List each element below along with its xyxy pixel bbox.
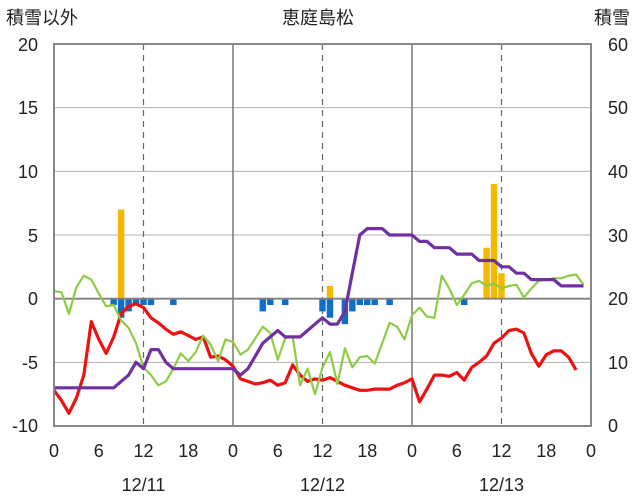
snow_diff-bar — [386, 298, 393, 306]
x-tick: 18 — [178, 441, 198, 461]
snow_diff-bar — [117, 298, 125, 318]
x-ticks: 0 6 12 18 0 6 12 18 0 6 12 18 0 — [49, 441, 596, 461]
x-tick: 6 — [94, 441, 104, 461]
plot-frame — [53, 43, 592, 427]
snow_diff-bar — [371, 298, 378, 306]
x-tick: 0 — [407, 441, 417, 461]
right-y-tick: 0 — [608, 416, 618, 436]
right-y-tick: 50 — [608, 98, 628, 118]
x-tick: 0 — [586, 441, 596, 461]
left-y-tick: 0 — [28, 289, 38, 309]
right-y-ticks: 60 50 40 30 20 10 0 — [608, 35, 628, 436]
right-y-tick: 60 — [608, 35, 628, 55]
snow_diff-bar — [110, 298, 117, 306]
snow_diff-bar — [170, 298, 177, 306]
precipitation-bar — [326, 285, 334, 299]
date-label: 12/12 — [300, 475, 345, 495]
snow_depth-line — [54, 227, 584, 390]
snow_diff-bar — [281, 298, 289, 306]
x-tick: 6 — [273, 441, 283, 461]
snow_diff-bar — [259, 298, 267, 312]
snow_diff-bar — [356, 298, 364, 306]
snow_diff-bar — [349, 298, 356, 312]
right-axis-label: 積雪 — [594, 8, 630, 29]
x-tick: 0 — [228, 441, 238, 461]
snow_diff-bar — [319, 298, 326, 312]
right-y-tick: 10 — [608, 353, 628, 373]
snow_diff-bar — [364, 298, 371, 306]
precipitation-bar — [117, 209, 125, 299]
left-y-tick: 15 — [18, 98, 38, 118]
left-y-tick: 5 — [28, 226, 38, 246]
right-y-tick: 20 — [608, 289, 628, 309]
date-label: 12/11 — [122, 475, 166, 495]
snow_diff-bar — [267, 298, 274, 306]
left-y-tick: -10 — [12, 416, 38, 436]
left-y-tick: 20 — [18, 35, 38, 55]
chart-title: 恵庭島松 — [282, 8, 354, 29]
date-label: 12/13 — [479, 475, 524, 495]
x-tick: 12 — [133, 441, 153, 461]
x-tick: 12 — [312, 441, 332, 461]
plot-area — [52, 43, 592, 427]
temperature-line — [52, 302, 578, 415]
precipitation-bar — [490, 184, 498, 299]
x-tick: 12 — [491, 441, 511, 461]
x-tick: 18 — [357, 441, 377, 461]
snow_diff-bar — [460, 298, 468, 306]
snow_diff-bar — [326, 298, 334, 318]
left-y-ticks: 20 15 10 5 0 -5 -10 — [12, 35, 38, 436]
date-labels: 12/11 12/12 12/13 — [122, 475, 524, 495]
precipitation-bar — [483, 247, 490, 299]
right-y-tick: 40 — [608, 162, 628, 182]
left-axis-label: 積雪以外 — [6, 8, 78, 29]
x-tick: 6 — [452, 441, 462, 461]
x-tick: 18 — [536, 441, 556, 461]
snow_diff-bar — [132, 298, 140, 306]
left-y-tick: -5 — [22, 353, 38, 373]
x-tick: 0 — [49, 441, 59, 461]
precipitation-bar — [498, 273, 505, 299]
right-y-tick: 30 — [608, 226, 628, 246]
left-y-tick: 10 — [18, 162, 38, 182]
snow_diff-bar — [147, 298, 155, 306]
green-line — [53, 273, 585, 396]
snow_diff-bar — [140, 298, 147, 306]
